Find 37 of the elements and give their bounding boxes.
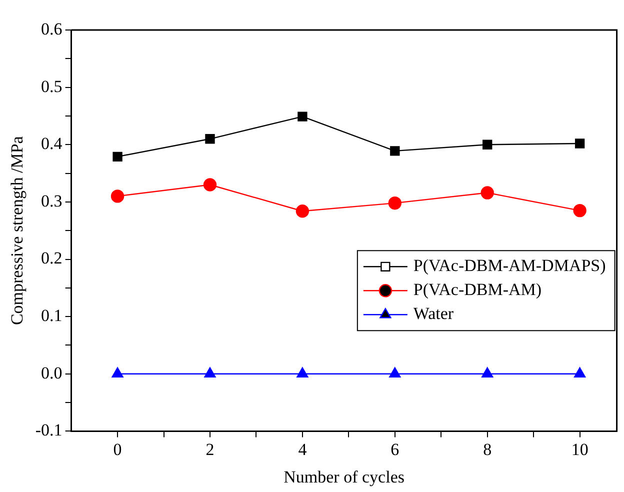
x-tick-label: 2 bbox=[206, 440, 214, 459]
x-tick-label: 8 bbox=[483, 440, 492, 459]
point bbox=[298, 112, 308, 122]
point bbox=[574, 138, 585, 148]
x-tick-label: 6 bbox=[390, 440, 400, 459]
point bbox=[112, 367, 124, 378]
legend-label: P(VAc-DBM-AM-DMAPS) bbox=[413, 256, 606, 276]
point bbox=[482, 367, 494, 378]
y-axis-title: Compressive strength /MPa bbox=[8, 136, 27, 326]
point bbox=[573, 204, 586, 218]
point bbox=[480, 186, 494, 200]
legend-label: Water bbox=[413, 304, 454, 324]
point bbox=[110, 190, 124, 203]
y-tick-label: 0.1 bbox=[41, 306, 62, 326]
y-tick-label: 0.4 bbox=[41, 134, 63, 154]
y-tick-label: 0.2 bbox=[41, 248, 62, 268]
y-tick-label: 0.3 bbox=[41, 191, 62, 210]
y-tick-label: 0.6 bbox=[41, 19, 62, 38]
point bbox=[203, 178, 217, 192]
point bbox=[482, 140, 492, 150]
point bbox=[388, 196, 402, 210]
x-tick-label: 0 bbox=[113, 440, 122, 459]
point bbox=[574, 367, 586, 378]
point bbox=[112, 152, 122, 162]
x-axis-title: Number of cycles bbox=[284, 467, 404, 486]
point bbox=[204, 367, 216, 378]
x-tick-label: 4 bbox=[298, 440, 308, 459]
y-tick-label: -0.1 bbox=[35, 420, 62, 440]
point bbox=[390, 146, 400, 156]
point bbox=[389, 367, 401, 378]
point bbox=[205, 134, 215, 144]
y-tick-label: 0.0 bbox=[41, 363, 62, 382]
point bbox=[296, 367, 308, 378]
y-tick-label: 0.5 bbox=[41, 76, 62, 96]
point bbox=[296, 204, 310, 218]
x-tick-label: 10 bbox=[571, 440, 588, 459]
legend-label: P(VAc-DBM-AM) bbox=[413, 280, 542, 300]
